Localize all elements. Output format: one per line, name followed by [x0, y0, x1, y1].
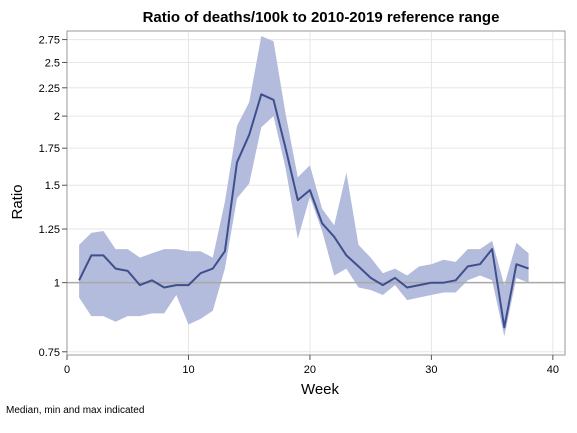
- x-axis-label: Week: [301, 381, 340, 398]
- plot-frame: [66, 30, 566, 356]
- y-axis-label: Ratio: [9, 184, 26, 219]
- grid: [66, 31, 565, 355]
- min-max-band: [79, 36, 529, 337]
- chart-title: Ratio of deaths/100k to 2010-2019 refere…: [143, 9, 500, 26]
- y-tick-label: 0.75: [39, 347, 60, 359]
- y-tick-label: 2.25: [39, 83, 60, 95]
- x-tick-label: 10: [182, 364, 194, 376]
- x-tick-label: 0: [64, 364, 70, 376]
- footnote: Median, min and max indicated: [6, 405, 145, 416]
- y-tick-label: 2.5: [45, 57, 60, 69]
- y-tick-label: 1.25: [39, 224, 60, 236]
- y-tick-label: 2.75: [39, 35, 60, 47]
- y-tick-label: 1.75: [39, 143, 60, 155]
- axis-ticks: 0.75 1 1.25 1.5 1.75 2 2.25 2.5 2.75 0 10 20 30 40: [39, 35, 559, 376]
- y-tick-label: 2: [54, 111, 60, 123]
- x-tick-label: 40: [547, 364, 559, 376]
- y-tick-label: 1: [54, 278, 60, 290]
- y-tick-label: 1.5: [45, 180, 60, 192]
- x-tick-label: 20: [304, 364, 316, 376]
- median-line: [78, 93, 529, 329]
- x-tick-label: 30: [425, 364, 437, 376]
